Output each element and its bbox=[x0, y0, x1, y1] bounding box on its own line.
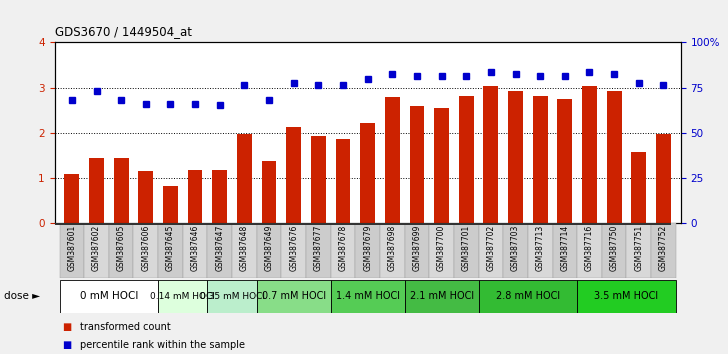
Text: 0 mM HOCl: 0 mM HOCl bbox=[79, 291, 138, 302]
Bar bbox=[606, 91, 622, 223]
Bar bbox=[553, 223, 577, 278]
Bar bbox=[430, 223, 454, 278]
Bar bbox=[163, 186, 178, 223]
Text: GSM387647: GSM387647 bbox=[215, 225, 224, 271]
Text: GSM387703: GSM387703 bbox=[511, 225, 520, 271]
Bar bbox=[84, 223, 108, 278]
Text: 0.14 mM HOCl: 0.14 mM HOCl bbox=[151, 292, 215, 301]
Bar bbox=[508, 91, 523, 223]
Bar bbox=[410, 105, 424, 223]
Text: dose ►: dose ► bbox=[4, 291, 40, 302]
Text: ■: ■ bbox=[62, 322, 71, 332]
Bar bbox=[281, 223, 306, 278]
Bar bbox=[55, 223, 670, 225]
Bar bbox=[306, 223, 331, 278]
Bar bbox=[602, 223, 627, 278]
Bar bbox=[183, 223, 207, 278]
Text: GSM387678: GSM387678 bbox=[339, 225, 347, 271]
Bar bbox=[577, 223, 602, 278]
Bar bbox=[138, 171, 153, 223]
Bar bbox=[213, 170, 227, 223]
Bar bbox=[454, 223, 478, 278]
Text: 2.1 mM HOCl: 2.1 mM HOCl bbox=[410, 291, 474, 302]
Text: percentile rank within the sample: percentile rank within the sample bbox=[80, 340, 245, 350]
Bar bbox=[533, 96, 547, 223]
Text: GSM387676: GSM387676 bbox=[289, 225, 298, 271]
Text: GSM387714: GSM387714 bbox=[561, 225, 569, 271]
Bar bbox=[331, 223, 355, 278]
Bar bbox=[656, 134, 670, 223]
Bar bbox=[582, 86, 597, 223]
Bar bbox=[257, 280, 331, 313]
Bar bbox=[232, 223, 257, 278]
Text: GSM387677: GSM387677 bbox=[314, 225, 323, 271]
Bar bbox=[380, 223, 405, 278]
Bar bbox=[65, 174, 79, 223]
Bar bbox=[331, 280, 405, 313]
Bar bbox=[405, 223, 430, 278]
Bar bbox=[459, 96, 474, 223]
Bar bbox=[355, 223, 380, 278]
Bar bbox=[627, 223, 651, 278]
Bar bbox=[188, 170, 202, 223]
Bar bbox=[478, 223, 503, 278]
Text: GSM387646: GSM387646 bbox=[191, 225, 199, 271]
Bar bbox=[385, 97, 400, 223]
Text: GSM387645: GSM387645 bbox=[166, 225, 175, 271]
Bar bbox=[261, 161, 277, 223]
Bar bbox=[434, 108, 449, 223]
Bar bbox=[311, 136, 325, 223]
Bar bbox=[577, 280, 676, 313]
Text: 3.5 mM HOCl: 3.5 mM HOCl bbox=[594, 291, 659, 302]
Text: 0.35 mM HOCl: 0.35 mM HOCl bbox=[199, 292, 264, 301]
Bar bbox=[631, 152, 646, 223]
Bar bbox=[207, 280, 257, 313]
Text: GSM387700: GSM387700 bbox=[437, 225, 446, 271]
Bar bbox=[158, 223, 183, 278]
Text: GSM387648: GSM387648 bbox=[240, 225, 249, 271]
Bar bbox=[478, 280, 577, 313]
Text: 0.7 mM HOCl: 0.7 mM HOCl bbox=[261, 291, 325, 302]
Text: 2.8 mM HOCl: 2.8 mM HOCl bbox=[496, 291, 560, 302]
Text: GSM387750: GSM387750 bbox=[609, 225, 619, 271]
Bar bbox=[405, 280, 478, 313]
Text: GSM387713: GSM387713 bbox=[536, 225, 545, 271]
Text: GSM387606: GSM387606 bbox=[141, 225, 150, 271]
Text: GSM387699: GSM387699 bbox=[413, 225, 422, 271]
Bar bbox=[237, 134, 252, 223]
Bar bbox=[558, 99, 572, 223]
Bar bbox=[158, 280, 207, 313]
Bar bbox=[503, 223, 528, 278]
Text: GSM387702: GSM387702 bbox=[486, 225, 495, 271]
Bar bbox=[133, 223, 158, 278]
Bar bbox=[483, 86, 498, 223]
Text: GDS3670 / 1449504_at: GDS3670 / 1449504_at bbox=[55, 25, 191, 38]
Text: GSM387716: GSM387716 bbox=[585, 225, 594, 271]
Bar bbox=[286, 127, 301, 223]
Bar bbox=[528, 223, 553, 278]
Bar bbox=[360, 123, 375, 223]
Text: GSM387701: GSM387701 bbox=[462, 225, 471, 271]
Text: GSM387752: GSM387752 bbox=[659, 225, 668, 271]
Text: ■: ■ bbox=[62, 340, 71, 350]
Text: GSM387649: GSM387649 bbox=[264, 225, 274, 271]
Text: GSM387698: GSM387698 bbox=[388, 225, 397, 271]
Bar bbox=[89, 159, 104, 223]
Bar bbox=[651, 223, 676, 278]
Text: 1.4 mM HOCl: 1.4 mM HOCl bbox=[336, 291, 400, 302]
Bar bbox=[108, 223, 133, 278]
Bar bbox=[257, 223, 281, 278]
Bar bbox=[336, 139, 350, 223]
Text: GSM387602: GSM387602 bbox=[92, 225, 101, 271]
Text: GSM387751: GSM387751 bbox=[634, 225, 644, 271]
Text: GSM387605: GSM387605 bbox=[116, 225, 126, 271]
Text: GSM387601: GSM387601 bbox=[68, 225, 76, 271]
Bar bbox=[114, 159, 129, 223]
Bar bbox=[207, 223, 232, 278]
Text: transformed count: transformed count bbox=[80, 322, 171, 332]
Bar bbox=[60, 223, 84, 278]
Bar bbox=[60, 280, 158, 313]
Text: GSM387679: GSM387679 bbox=[363, 225, 372, 271]
